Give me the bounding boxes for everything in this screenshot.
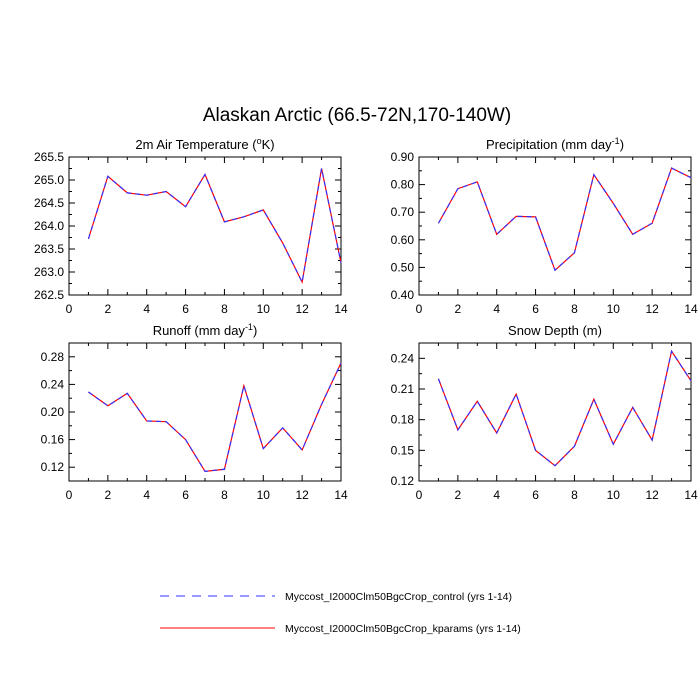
x-tick-label: 2 [105,488,112,502]
x-tick-label: 2 [105,302,112,316]
x-tick-label: 8 [571,302,578,316]
series-line-control [437,167,692,272]
plot-frame [418,156,692,296]
series-line-control [88,362,342,472]
x-tick-label: 4 [143,488,150,502]
y-tick-label: 0.24 [41,377,65,391]
y-tick-label: 265.5 [34,150,64,164]
x-tick-label: 6 [532,302,539,316]
y-tick-label: 0.21 [391,382,415,396]
legend-label-control: Myccost_I2000Clm50BgcCrop_control (yrs 1… [285,591,512,603]
y-tick-label: 0.40 [391,288,415,302]
series-line-control [437,349,692,467]
panel-precipitation: Precipitation (mm day-1) 0 2 4 6 8 10 12 14 0.40 0… [391,136,698,316]
x-tick-label: 14 [334,302,348,316]
x-tick-label: 0 [416,488,423,502]
series-line-kparams [437,349,692,467]
x-tick-label: 6 [532,488,539,502]
series-line-control [87,168,342,285]
panel-title: Snow Depth (m) [508,323,602,338]
y-tick-label: 0.90 [391,150,415,164]
x-tick-label: 10 [607,488,621,502]
y-tick-label: 0.28 [41,350,65,364]
x-tick-label: 10 [607,302,621,316]
y-tick-label: 0.16 [41,433,65,447]
y-tick-label: 264.5 [34,196,64,210]
y-tick-label: 0.24 [391,351,415,365]
panel-air-temperature: 2m Air Temperature (oK) 0 2 4 6 8 10 12 14 262.5 2… [34,136,348,316]
x-tick-label: 4 [493,302,500,316]
y-tick-label: 264.0 [34,219,64,233]
x-tick-label: 0 [66,302,73,316]
y-tick-label: 0.20 [41,405,65,419]
panel-title: 2m Air Temperature (oK) [135,136,274,152]
x-tick-label: 4 [493,488,500,502]
legend: Myccost_I2000Clm50BgcCrop_control (yrs 1… [160,591,521,635]
x-tick-label: 0 [416,302,423,316]
panel-title: Precipitation (mm day-1) [486,136,624,152]
panel-runoff: Runoff (mm day-1) 0 2 4 6 8 10 12 14 0.12 0.16 0.20… [41,322,348,502]
x-tick-label: 12 [645,488,659,502]
panel-title: Runoff (mm day-1) [153,322,258,338]
y-tick-label: 0.80 [391,178,415,192]
series-line-kparams [87,168,342,285]
y-tick-label: 0.12 [41,460,65,474]
x-tick-label: 14 [684,488,698,502]
y-tick-label: 265.0 [34,173,64,187]
x-tick-label: 8 [221,488,228,502]
chart-panels: 2m Air Temperature (oK) 0 2 4 6 8 10 12 14 262.5 2… [34,136,698,502]
y-tick-label: 263.0 [34,265,64,279]
y-tick-label: 262.5 [34,288,64,302]
y-tick-label: 0.50 [391,260,415,274]
x-tick-label: 10 [257,488,271,502]
x-tick-label: 14 [334,488,348,502]
figure-title: Alaskan Arctic (66.5-72N,170-140W) [203,105,511,126]
x-tick-label: 14 [684,302,698,316]
y-tick-label: 0.12 [391,474,415,488]
x-tick-label: 10 [257,302,271,316]
y-tick-label: 0.18 [391,413,415,427]
y-tick-label: 263.5 [34,242,64,256]
x-tick-label: 2 [455,488,462,502]
x-tick-label: 12 [295,488,309,502]
y-tick-label: 0.15 [391,443,415,457]
series-line-kparams [88,362,342,472]
x-tick-label: 0 [66,488,73,502]
y-tick-label: 0.60 [391,233,415,247]
x-tick-label: 6 [182,488,189,502]
legend-label-kparams: Myccost_I2000Clm50BgcCrop_kparams (yrs 1… [285,623,521,635]
x-tick-label: 4 [143,302,150,316]
x-tick-label: 8 [571,488,578,502]
x-tick-label: 12 [645,302,659,316]
panel-snow-depth: Snow Depth (m) 0 2 4 6 8 10 12 14 0.12 0.15 0.18 0.2… [391,323,698,502]
plot-frame [68,342,342,482]
y-tick-label: 0.70 [391,205,415,219]
x-tick-label: 8 [221,302,228,316]
x-tick-label: 6 [182,302,189,316]
x-tick-label: 12 [295,302,309,316]
plot-frame [418,342,692,482]
x-tick-label: 2 [455,302,462,316]
